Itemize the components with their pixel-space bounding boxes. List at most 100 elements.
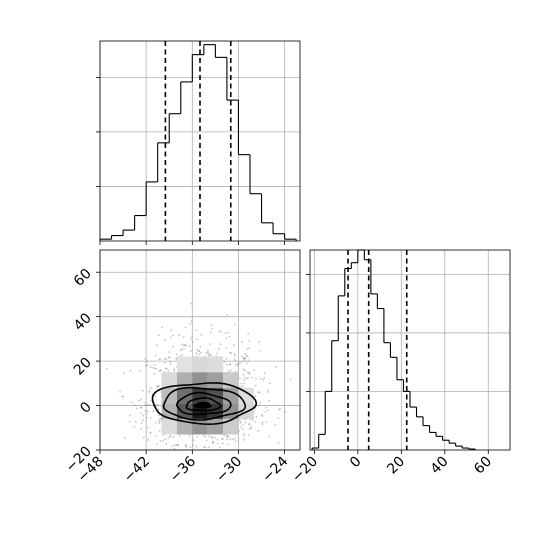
scatter-point bbox=[206, 349, 209, 352]
scatter-point bbox=[258, 391, 261, 394]
scatter-point bbox=[168, 356, 171, 359]
scatter-point bbox=[242, 374, 245, 376]
scatter-point bbox=[225, 337, 228, 340]
scatter-point bbox=[162, 439, 165, 442]
scatter-point bbox=[171, 334, 174, 337]
scatter-point bbox=[148, 390, 151, 392]
scatter-point bbox=[129, 414, 131, 417]
scatter-point bbox=[146, 410, 149, 413]
scatter-point bbox=[242, 358, 245, 360]
scatter-point bbox=[216, 352, 219, 355]
scatter-point bbox=[142, 389, 144, 392]
scatter-point bbox=[209, 331, 212, 334]
scatter-point bbox=[223, 361, 226, 363]
scatter-point bbox=[208, 354, 211, 356]
scatter-point bbox=[164, 367, 167, 370]
scatter-point bbox=[243, 432, 245, 435]
scatter-point bbox=[237, 362, 240, 365]
scatter-point bbox=[149, 417, 152, 419]
scatter-point bbox=[289, 378, 292, 381]
scatter-point bbox=[196, 348, 199, 351]
scatter-point bbox=[240, 382, 243, 385]
scatter-point bbox=[224, 434, 227, 436]
scatter-point bbox=[189, 322, 191, 325]
scatter-point bbox=[145, 416, 148, 419]
scatter-point bbox=[263, 372, 266, 375]
scatter-point bbox=[216, 442, 219, 445]
density-contour bbox=[176, 391, 232, 416]
scatter-point bbox=[168, 434, 171, 437]
scatter-point bbox=[141, 419, 144, 422]
scatter-point bbox=[248, 423, 251, 426]
density-cell bbox=[207, 356, 224, 373]
scatter-point bbox=[148, 391, 151, 393]
scatter-point bbox=[171, 445, 174, 448]
scatter-point bbox=[219, 343, 222, 346]
scatter-point bbox=[146, 426, 149, 429]
scatter-point bbox=[169, 336, 172, 339]
density-contour bbox=[185, 397, 222, 412]
scatter-point bbox=[237, 364, 239, 367]
scatter-point bbox=[243, 357, 246, 359]
scatter-point bbox=[229, 351, 232, 354]
scatter-point bbox=[185, 444, 188, 447]
scatter-point bbox=[240, 386, 243, 388]
scatter-point bbox=[149, 365, 152, 368]
scatter-point bbox=[247, 332, 250, 335]
scatter-point bbox=[164, 438, 166, 441]
scatter-point bbox=[245, 355, 248, 358]
scatter-point bbox=[267, 391, 270, 393]
scatter-point bbox=[195, 338, 198, 341]
scatter-point bbox=[204, 435, 207, 438]
scatter-point bbox=[248, 339, 251, 342]
scatter-point bbox=[264, 410, 267, 413]
scatter-point bbox=[195, 329, 198, 332]
scatter-point bbox=[138, 370, 141, 372]
scatter-point bbox=[169, 360, 172, 363]
scatter-point bbox=[184, 444, 187, 446]
scatter-point bbox=[213, 436, 216, 439]
scatter-point bbox=[226, 363, 228, 366]
scatter-point bbox=[228, 335, 231, 338]
scatter-point bbox=[147, 439, 149, 441]
scatter-point bbox=[177, 444, 179, 447]
scatter-point bbox=[142, 414, 145, 417]
top-histogram-frame bbox=[99, 40, 301, 242]
scatter-point bbox=[277, 441, 280, 444]
density-cell bbox=[176, 372, 193, 388]
scatter-point bbox=[149, 431, 152, 434]
scatter-point bbox=[121, 395, 124, 398]
scatter-point bbox=[169, 435, 172, 438]
scatter-point bbox=[149, 432, 152, 434]
scatter-point bbox=[189, 338, 192, 340]
scatter-point bbox=[277, 417, 280, 419]
scatter-point bbox=[198, 350, 201, 352]
scatter-point bbox=[229, 363, 232, 365]
scatter-point bbox=[159, 369, 162, 372]
scatter-point bbox=[154, 421, 157, 424]
scatter-point bbox=[261, 423, 264, 426]
scatter-point bbox=[254, 395, 257, 398]
scatter-point bbox=[185, 344, 188, 347]
scatter-point bbox=[263, 377, 266, 379]
scatter-point bbox=[238, 419, 241, 422]
scatter-point bbox=[215, 355, 218, 358]
top-histogram-ticks bbox=[96, 76, 286, 245]
scatter-point bbox=[221, 438, 224, 441]
scatter-point bbox=[243, 382, 246, 385]
scatter-point bbox=[130, 401, 133, 404]
scatter-point bbox=[284, 410, 287, 413]
scatter-point bbox=[241, 341, 243, 343]
scatter-point bbox=[145, 413, 147, 415]
scatter-point bbox=[268, 435, 270, 438]
scatter-point bbox=[182, 335, 185, 338]
scatter-point bbox=[146, 360, 149, 363]
scatter-point bbox=[254, 384, 257, 387]
scatter-point bbox=[152, 366, 155, 369]
scatter-point bbox=[259, 377, 262, 380]
scatter-point bbox=[158, 418, 161, 421]
scatter-point bbox=[178, 334, 181, 336]
scatter-point bbox=[253, 409, 256, 412]
scatter-point bbox=[210, 324, 213, 326]
